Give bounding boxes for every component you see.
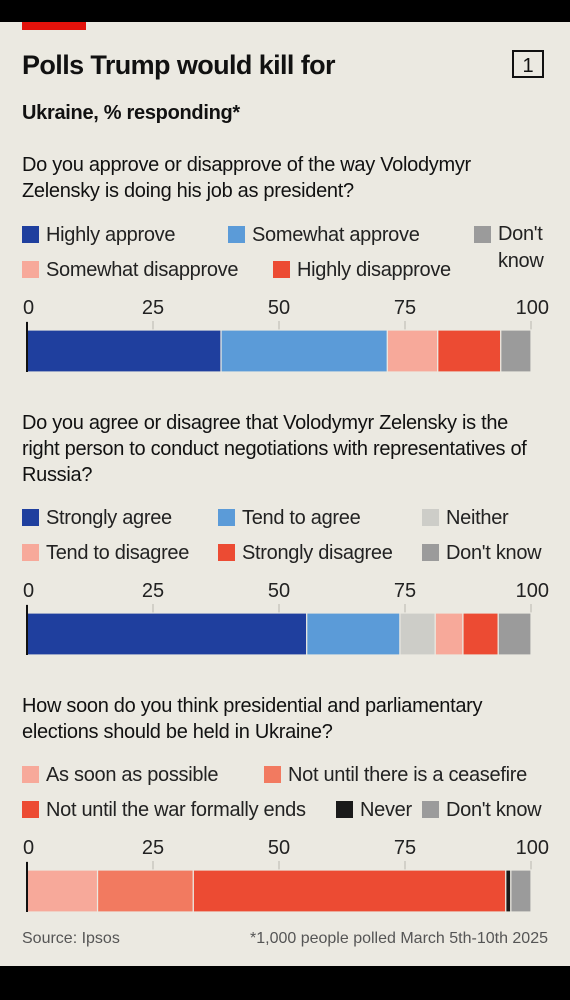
legend-item: Highly disapprove bbox=[273, 258, 451, 282]
bar-segment bbox=[497, 612, 532, 656]
legend-label: As soon as possible bbox=[46, 764, 219, 786]
legend-label: Never bbox=[360, 799, 412, 821]
bar-segment bbox=[192, 869, 507, 913]
legend-item: Not until there is a ceasefire bbox=[264, 763, 527, 787]
legend-item: Never bbox=[336, 798, 412, 822]
legend-swatch bbox=[22, 261, 39, 278]
legend-item: Don't know bbox=[422, 541, 542, 565]
legend-swatch bbox=[273, 261, 290, 278]
bar-segment bbox=[462, 612, 499, 656]
tick-label: 100 bbox=[516, 580, 549, 602]
legend-item: Don't know bbox=[474, 223, 554, 275]
chart-subtitle: Ukraine, % responding* bbox=[22, 102, 240, 124]
legend-label: Highly approve bbox=[46, 224, 176, 246]
legend-label: Neither bbox=[446, 507, 509, 529]
legend-item: As soon as possible bbox=[22, 763, 218, 787]
tick-label: 0 bbox=[23, 297, 34, 319]
tick-label: 50 bbox=[268, 297, 290, 319]
legend-swatch bbox=[422, 509, 439, 526]
legend-swatch bbox=[22, 766, 39, 783]
legend-label: Don't know bbox=[446, 799, 542, 821]
legend-label: Don't know bbox=[498, 223, 544, 272]
bar-segment bbox=[26, 329, 222, 373]
bar-segment bbox=[510, 869, 532, 913]
stacked-bar-chart-2: 0 25 50 75 100 bbox=[23, 580, 549, 656]
legend-swatch bbox=[22, 226, 39, 243]
legend-item: Strongly disagree bbox=[218, 541, 393, 565]
legend-swatch bbox=[22, 801, 39, 818]
brand-red-bar bbox=[22, 22, 86, 30]
legend-label: Strongly disagree bbox=[242, 542, 393, 564]
legend-item: Somewhat approve bbox=[228, 223, 420, 247]
legend-swatch bbox=[474, 226, 491, 243]
legend-label: Somewhat approve bbox=[252, 224, 420, 246]
legend-item: Not until the war formally ends bbox=[22, 798, 306, 822]
bar-segment bbox=[220, 329, 388, 373]
chart-number-badge: 1 bbox=[512, 50, 544, 78]
tick-label: 25 bbox=[142, 297, 164, 319]
legend-swatch bbox=[228, 226, 245, 243]
legend-swatch bbox=[336, 801, 353, 818]
tick-label: 50 bbox=[268, 837, 290, 859]
tick-label: 0 bbox=[23, 837, 34, 859]
legend-item: Strongly agree bbox=[22, 506, 172, 530]
question-2: Do you agree or disagree that Volodymyr … bbox=[22, 412, 527, 486]
tick-label: 25 bbox=[142, 837, 164, 859]
tick-label: 100 bbox=[516, 297, 549, 319]
source-note: Source: Ipsos bbox=[22, 930, 120, 947]
stacked-bar-chart-3: 0 25 50 75 100 bbox=[23, 837, 549, 913]
legend-swatch bbox=[422, 544, 439, 561]
stacked-bar-chart-1: 0 25 50 75 100 bbox=[23, 297, 549, 373]
legend-label: Strongly agree bbox=[46, 507, 172, 529]
bar-segment bbox=[26, 869, 99, 913]
bar-segment bbox=[386, 329, 439, 373]
bar-segment bbox=[437, 329, 502, 373]
legend-swatch bbox=[218, 544, 235, 561]
bar-segment bbox=[96, 869, 194, 913]
bar-segment bbox=[505, 869, 512, 913]
legend-item: Neither bbox=[422, 506, 509, 530]
chart-title: Polls Trump would kill for bbox=[22, 50, 336, 80]
bar-segment bbox=[434, 612, 464, 656]
tick-label: 25 bbox=[142, 580, 164, 602]
bar-segment bbox=[306, 612, 401, 656]
question-1: Do you approve or disapprove of the way … bbox=[22, 154, 471, 202]
legend-swatch bbox=[422, 801, 439, 818]
legend-label: Tend to disagree bbox=[46, 542, 190, 564]
legend-swatch bbox=[22, 544, 39, 561]
legend-item: Tend to agree bbox=[218, 506, 361, 530]
legend-item: Don't know bbox=[422, 798, 542, 822]
legend-item: Highly approve bbox=[22, 223, 176, 247]
legend-item: Somewhat disapprove bbox=[22, 258, 239, 282]
footnote: *1,000 people polled March 5th-10th 2025 bbox=[250, 930, 548, 947]
legend-label: Tend to agree bbox=[242, 507, 361, 529]
legend-label: Not until the war formally ends bbox=[46, 799, 306, 821]
legend-label: Highly disapprove bbox=[297, 259, 451, 281]
legend-item: Tend to disagree bbox=[22, 541, 189, 565]
tick-label: 75 bbox=[394, 580, 416, 602]
legend-label: Don't know bbox=[446, 542, 542, 564]
chart-card: Polls Trump would kill for 1 Ukraine, % … bbox=[0, 22, 570, 966]
bar-segment bbox=[399, 612, 436, 656]
legend-label: Somewhat disapprove bbox=[46, 259, 239, 281]
tick-label: 0 bbox=[23, 580, 34, 602]
legend-swatch bbox=[218, 509, 235, 526]
tick-label: 75 bbox=[394, 837, 416, 859]
legend-swatch bbox=[264, 766, 281, 783]
bar-segment bbox=[500, 329, 532, 373]
tick-label: 50 bbox=[268, 580, 290, 602]
legend-label: Not until there is a ceasefire bbox=[288, 764, 527, 786]
tick-label: 100 bbox=[516, 837, 549, 859]
question-3: How soon do you think presidential and p… bbox=[22, 695, 483, 743]
legend-swatch bbox=[22, 509, 39, 526]
tick-label: 75 bbox=[394, 297, 416, 319]
bar-segment bbox=[26, 612, 308, 656]
